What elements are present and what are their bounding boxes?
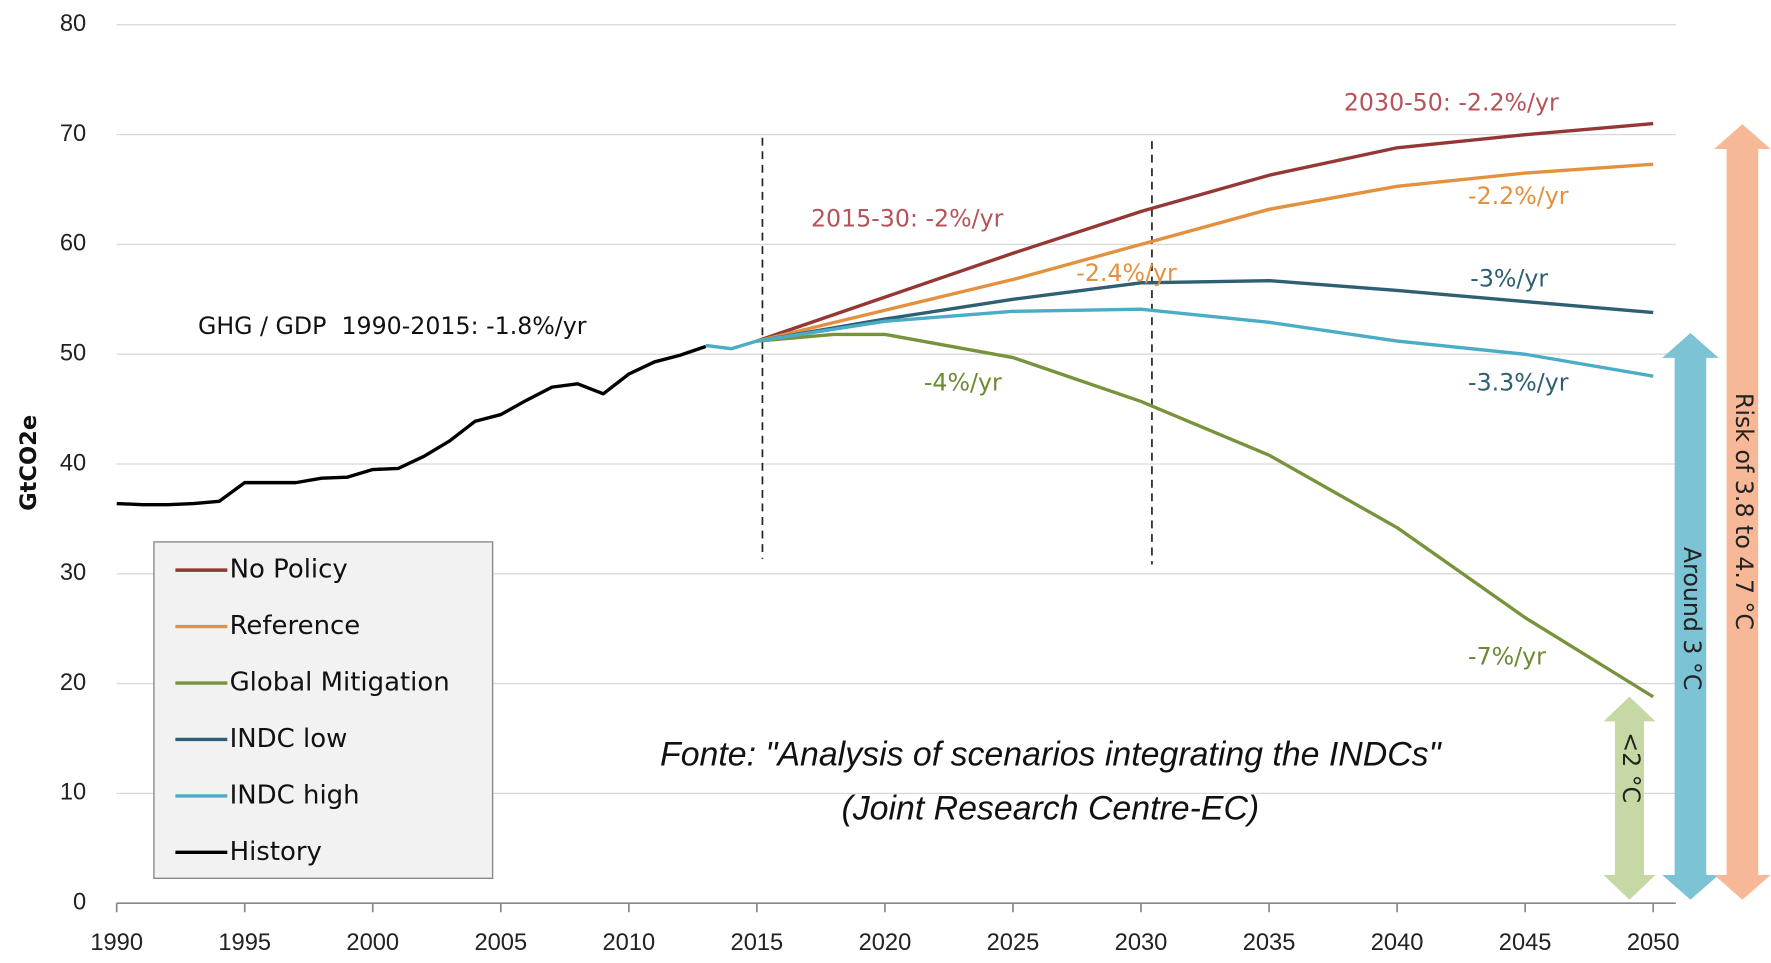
x-tick-label: 2020 bbox=[859, 930, 912, 956]
y-tick-label: 30 bbox=[60, 560, 86, 586]
legend-label: Reference bbox=[230, 611, 361, 641]
arrow-label: Around 3 °C bbox=[1678, 547, 1706, 691]
x-tick-label: 1995 bbox=[218, 930, 271, 956]
legend-box bbox=[153, 541, 494, 880]
annotation: -4%/yr bbox=[924, 368, 1002, 396]
legend-label: INDC high bbox=[230, 780, 360, 810]
y-tick-label: 0 bbox=[73, 889, 86, 915]
x-tick-label: 2025 bbox=[987, 930, 1040, 956]
annotation: 2015-30: -2%/yr bbox=[811, 205, 1004, 233]
series-line bbox=[756, 332, 1655, 699]
series-line bbox=[116, 344, 707, 507]
legend-label: Global Mitigation bbox=[230, 668, 450, 698]
source-note: Fonte: "Analysis of scenarios integratin… bbox=[660, 735, 1443, 773]
series-line bbox=[705, 307, 1654, 378]
x-tick-label: 2045 bbox=[1499, 930, 1552, 956]
annotation: -7%/yr bbox=[1468, 643, 1546, 671]
annotation: -3%/yr bbox=[1470, 264, 1548, 292]
annotation: -3.3%/yr bbox=[1468, 368, 1569, 396]
y-tick-label: 10 bbox=[60, 780, 86, 806]
x-tick-label: 1990 bbox=[90, 930, 143, 956]
x-tick-label: 2035 bbox=[1243, 930, 1296, 956]
y-tick-label: 50 bbox=[60, 340, 86, 366]
source-note: (Joint Research Centre-EC) bbox=[841, 790, 1259, 828]
annotation: -2.4%/yr bbox=[1076, 259, 1177, 287]
x-tick-label: 2010 bbox=[602, 930, 655, 956]
legend-label: No Policy bbox=[230, 555, 348, 585]
annotation: GHG / GDP 1990-2015: -1.8%/yr bbox=[198, 312, 587, 340]
x-tick-label: 2050 bbox=[1627, 930, 1680, 956]
y-tick-label: 60 bbox=[60, 231, 86, 257]
annotation: 2030-50: -2.2%/yr bbox=[1344, 88, 1559, 116]
y-tick-label: 20 bbox=[60, 670, 86, 696]
legend-label: History bbox=[230, 837, 322, 867]
x-tick-label: 2030 bbox=[1115, 930, 1168, 956]
series-line bbox=[756, 278, 1654, 343]
arrow-label: Risk of 3.8 to 4.7 °C bbox=[1730, 393, 1758, 630]
series-line bbox=[756, 121, 1654, 343]
y-tick-label: 80 bbox=[60, 11, 86, 37]
arrow-label: <2 °C bbox=[1617, 732, 1645, 803]
series-line bbox=[756, 162, 1654, 343]
legend-label: INDC low bbox=[230, 724, 348, 754]
range-arrow bbox=[1714, 124, 1771, 900]
x-tick-label: 2000 bbox=[346, 930, 399, 956]
range-arrow bbox=[1662, 333, 1719, 900]
legend: No Policy Reference Global Mitigation INDC … bbox=[153, 541, 494, 880]
y-axis-label: GtCO2e bbox=[16, 415, 42, 511]
range-arrow bbox=[1603, 696, 1656, 900]
y-tick-label: 70 bbox=[60, 121, 86, 147]
x-tick-label: 2040 bbox=[1371, 930, 1424, 956]
x-tick-label: 2005 bbox=[474, 930, 527, 956]
x-tick-label: 2015 bbox=[731, 930, 784, 956]
y-tick-label: 40 bbox=[60, 450, 86, 476]
annotation: -2.2%/yr bbox=[1468, 182, 1569, 210]
